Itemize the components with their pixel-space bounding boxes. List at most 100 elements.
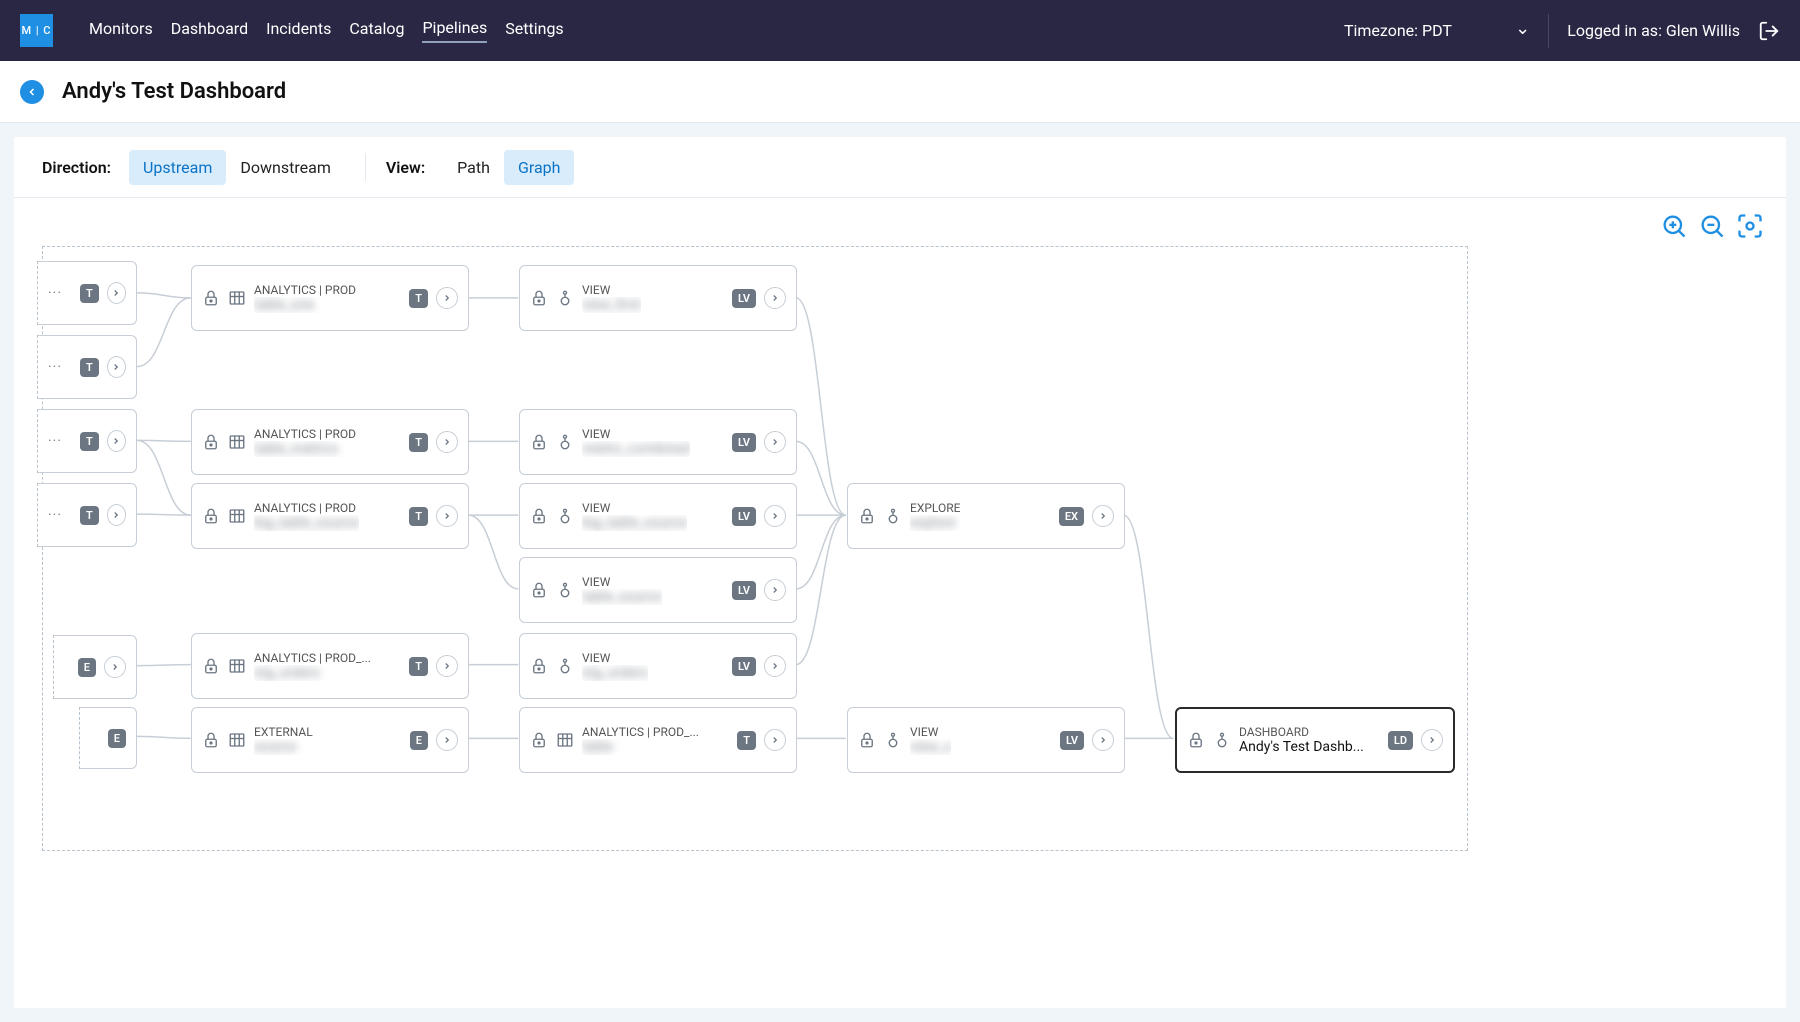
expand-button[interactable] — [107, 430, 126, 452]
lineage-node[interactable]: ANALYTICS | PROD_...tableT — [519, 707, 797, 773]
nav-settings[interactable]: Settings — [505, 19, 563, 42]
lock-icon — [202, 731, 220, 749]
zoom-out-icon[interactable] — [1698, 212, 1726, 240]
type-badge: LV — [732, 581, 756, 600]
type-badge: T — [80, 284, 99, 303]
expand-button[interactable] — [764, 729, 786, 751]
nav-items: Monitors Dashboard Incidents Catalog Pipelin… — [89, 18, 564, 43]
ellipsis-icon: ··· — [48, 285, 62, 301]
type-badge: E — [78, 658, 96, 677]
view-label: View: — [386, 158, 425, 177]
lineage-node[interactable]: VIEWbig_table_sourceLV — [519, 483, 797, 549]
node-category: VIEW — [910, 725, 951, 739]
nav-catalog[interactable]: Catalog — [349, 19, 404, 42]
nav-pipelines[interactable]: Pipelines — [422, 18, 487, 43]
ellipsis-icon: ··· — [48, 433, 62, 449]
node-category: ANALYTICS | PROD_... — [254, 651, 371, 665]
top-nav: M | C Monitors Dashboard Incidents Catalog P… — [0, 0, 1800, 61]
lock-icon — [202, 289, 220, 307]
lineage-node[interactable]: ANALYTICS | PRODbig_table_sourceT — [191, 483, 469, 549]
fit-screen-icon[interactable] — [1736, 212, 1764, 240]
node-name: table_metrics — [254, 441, 356, 457]
seg-downstream[interactable]: Downstream — [226, 150, 344, 185]
type-badge: T — [737, 731, 756, 750]
chevron-down-icon — [1515, 21, 1530, 40]
lineage-node[interactable]: VIEWtable_sourceLV — [519, 557, 797, 623]
lineage-node[interactable]: E — [53, 635, 137, 699]
ellipsis-icon: ··· — [48, 507, 62, 523]
type-badge: T — [80, 506, 99, 525]
node-text: ANALYTICS | PRODtable_one — [254, 283, 356, 313]
expand-button[interactable] — [764, 505, 786, 527]
lineage-canvas[interactable]: ···T···T···T···TEEANALYTICS | PRODtable_… — [42, 246, 1468, 851]
lineage-node[interactable]: ANALYTICS | PROD_...stg_ordersT — [191, 633, 469, 699]
node-name: stg_orders — [254, 665, 371, 681]
node-category: VIEW — [582, 501, 687, 515]
expand-button[interactable] — [104, 656, 126, 678]
expand-button[interactable] — [1092, 505, 1114, 527]
expand-button[interactable] — [764, 655, 786, 677]
node-text: VIEWview_x — [910, 725, 951, 755]
nav-dashboard[interactable]: Dashboard — [171, 19, 248, 42]
table-icon — [228, 507, 246, 525]
looker-icon — [556, 289, 574, 307]
expand-button[interactable] — [764, 579, 786, 601]
expand-button[interactable] — [764, 287, 786, 309]
lineage-node[interactable]: ANALYTICS | PRODtable_one T — [191, 265, 469, 331]
lineage-node[interactable]: ···T — [37, 335, 137, 399]
looker-icon — [556, 657, 574, 675]
nav-monitors[interactable]: Monitors — [89, 19, 153, 42]
looker-icon — [556, 507, 574, 525]
seg-path[interactable]: Path — [443, 150, 504, 185]
node-text: ANALYTICS | PRODbig_table_source — [254, 501, 359, 531]
lineage-node[interactable]: DASHBOARDAndy's Test Dashb...LD — [1175, 707, 1455, 773]
table-icon — [228, 731, 246, 749]
logout-icon[interactable] — [1758, 20, 1780, 42]
lineage-node[interactable]: ANALYTICS | PRODtable_metricsT — [191, 409, 469, 475]
lineage-node[interactable]: E — [79, 707, 137, 769]
back-button[interactable] — [20, 80, 44, 104]
node-category: EXPLORE — [910, 501, 960, 515]
type-badge: T — [409, 289, 428, 308]
node-name: big_table_source — [254, 515, 359, 531]
expand-button[interactable] — [436, 431, 458, 453]
timezone-select[interactable]: Timezone: PDT — [1344, 20, 1530, 41]
expand-button[interactable] — [436, 729, 458, 751]
lineage-node[interactable]: EXTERNALsourceE — [191, 707, 469, 773]
expand-button[interactable] — [107, 282, 126, 304]
expand-button[interactable] — [764, 431, 786, 453]
expand-button[interactable] — [436, 287, 458, 309]
lock-icon — [858, 507, 876, 525]
type-badge: LV — [1060, 731, 1084, 750]
type-badge: LV — [732, 433, 756, 452]
zoom-in-icon[interactable] — [1660, 212, 1688, 240]
nav-incidents[interactable]: Incidents — [266, 19, 331, 42]
lineage-node[interactable]: VIEWview_firstLV — [519, 265, 797, 331]
expand-button[interactable] — [436, 655, 458, 677]
expand-button[interactable] — [1421, 729, 1443, 751]
type-badge: LV — [732, 507, 756, 526]
expand-button[interactable] — [107, 504, 126, 526]
seg-graph[interactable]: Graph — [504, 150, 575, 185]
lineage-node[interactable]: ···T — [37, 409, 137, 473]
node-category: ANALYTICS | PROD_... — [582, 725, 699, 739]
looker-icon — [884, 731, 902, 749]
lock-icon — [202, 433, 220, 451]
lineage-node[interactable]: ··· T — [37, 483, 137, 547]
brand-logo[interactable]: M | C — [20, 14, 53, 47]
node-name: table_source — [582, 589, 662, 605]
lineage-node[interactable]: VIEWmetric_combinedLV — [519, 409, 797, 475]
node-text: ANALYTICS | PRODtable_metrics — [254, 427, 356, 457]
node-category: ANALYTICS | PROD — [254, 427, 356, 441]
lineage-node[interactable]: ··· T — [37, 261, 137, 325]
node-category: DASHBOARD — [1239, 725, 1364, 739]
expand-button[interactable] — [1092, 729, 1114, 751]
lineage-node[interactable]: VIEWview_x LV — [847, 707, 1125, 773]
seg-upstream[interactable]: Upstream — [129, 150, 226, 185]
lineage-node[interactable]: VIEWstg_ordersLV — [519, 633, 797, 699]
lineage-node[interactable]: EXPLOREexploreEX — [847, 483, 1125, 549]
expand-button[interactable] — [107, 356, 126, 378]
page-title: Andy's Test Dashboard — [62, 79, 286, 104]
table-icon — [228, 657, 246, 675]
expand-button[interactable] — [436, 505, 458, 527]
